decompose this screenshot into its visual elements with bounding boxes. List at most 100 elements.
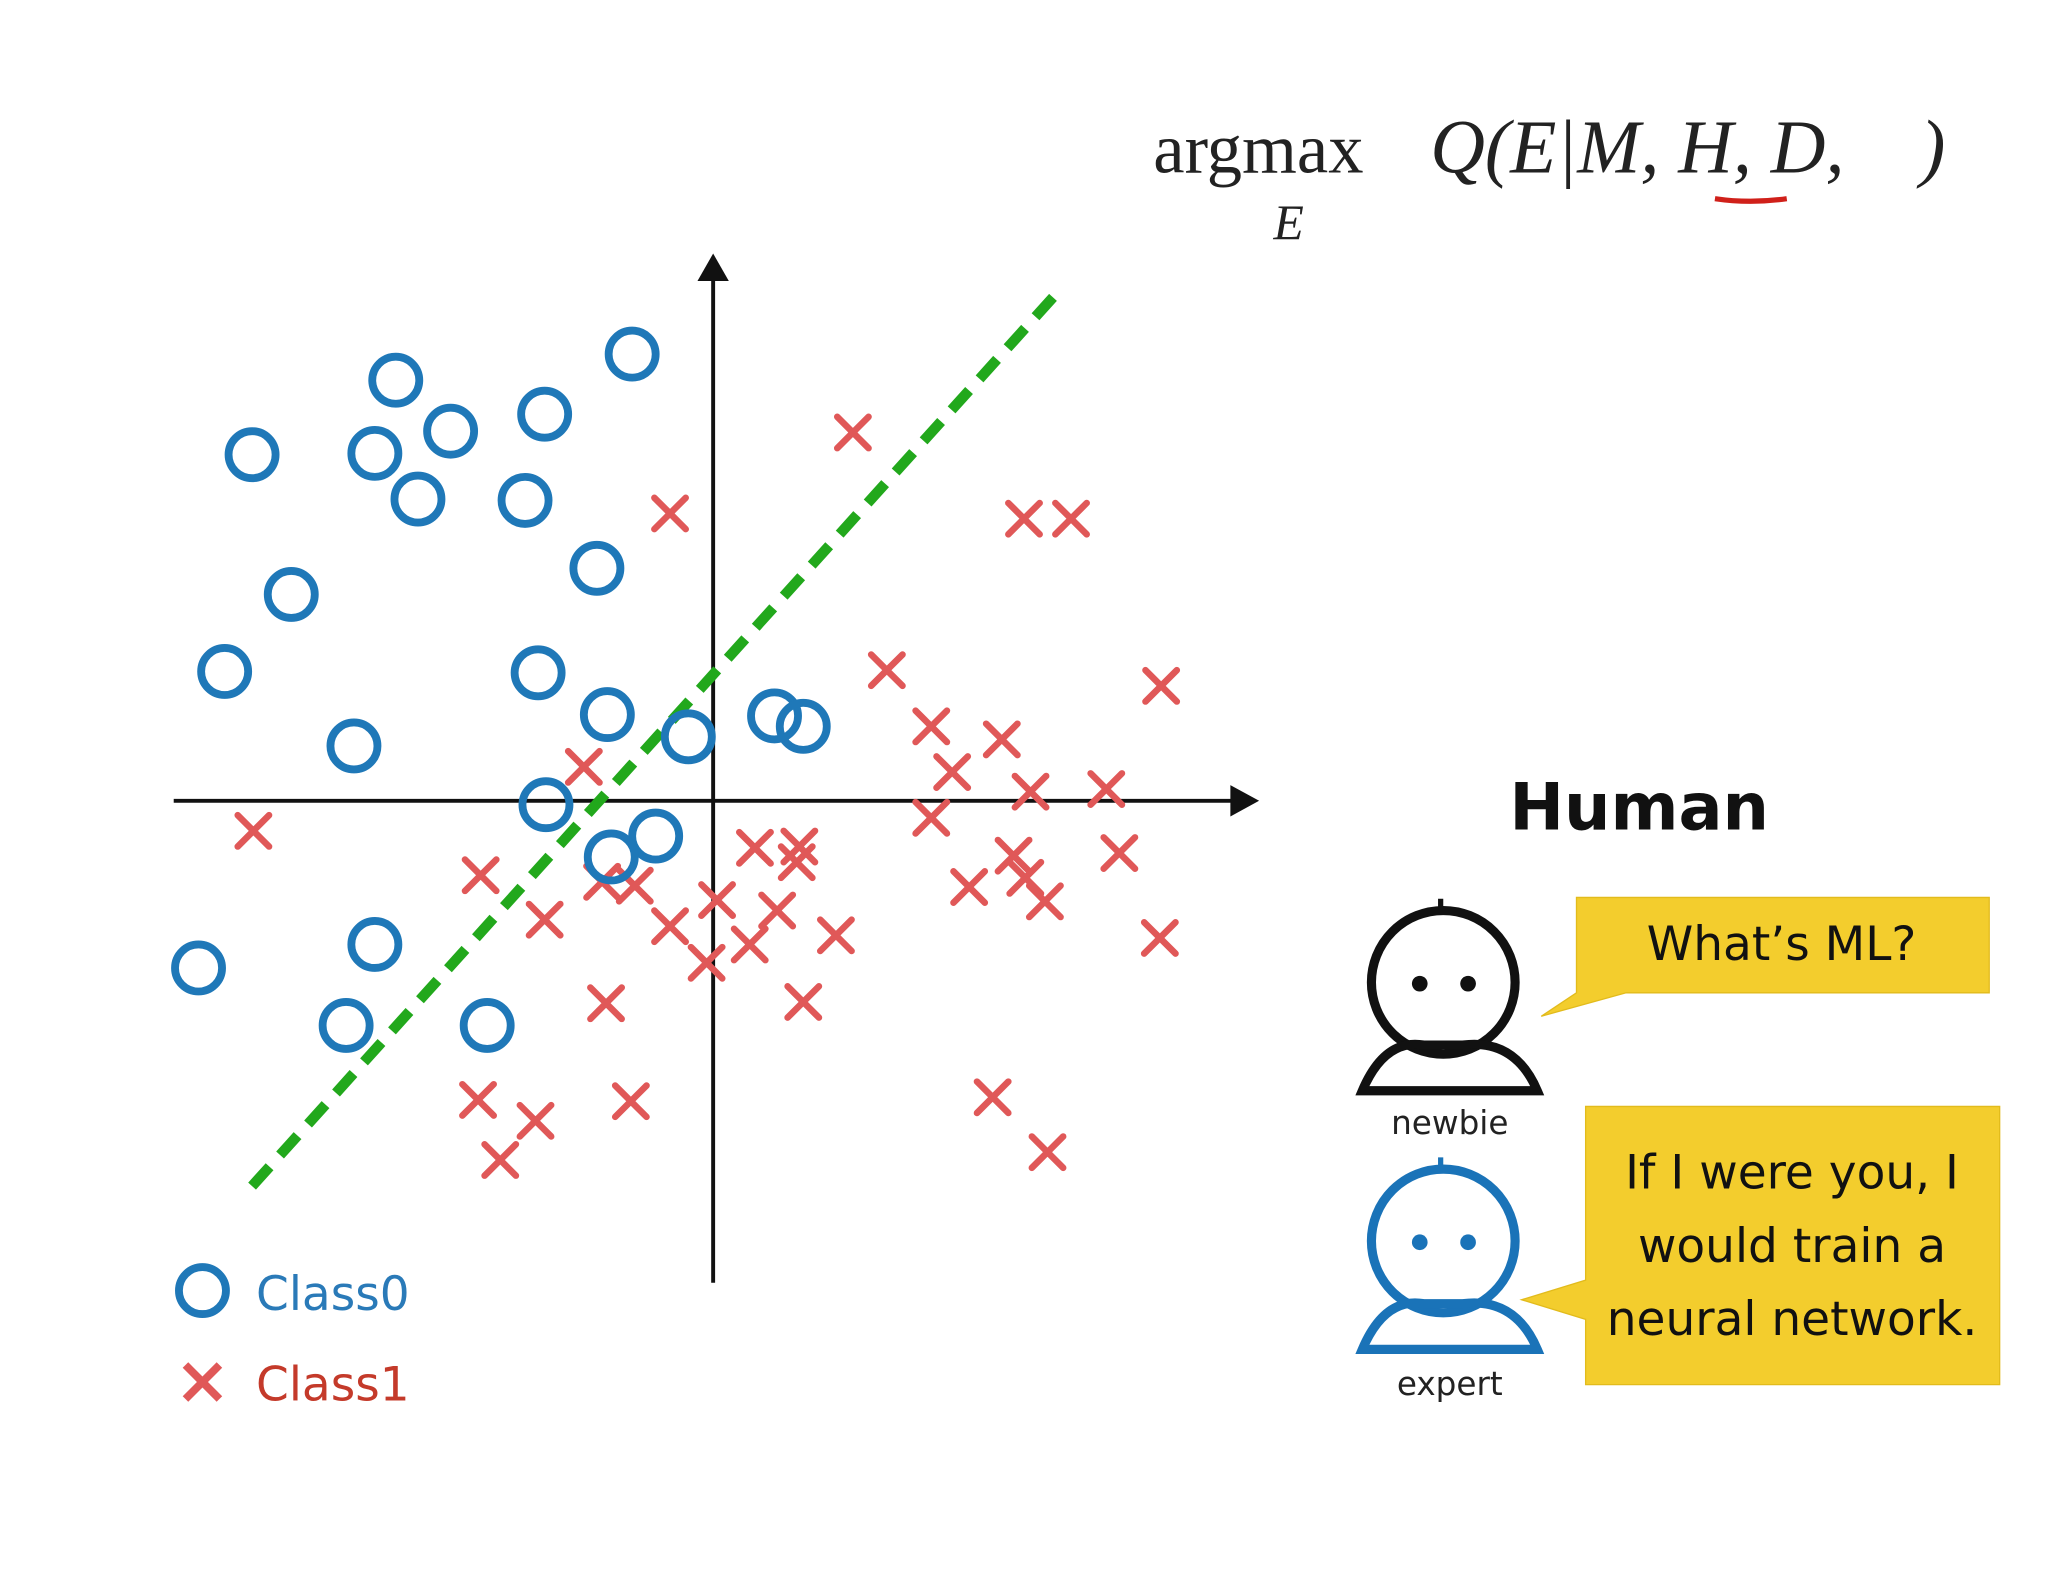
class1-point [651, 907, 689, 946]
decision-boundary [248, 283, 1066, 1190]
cross-stroke [994, 836, 1033, 875]
cross-stroke [735, 828, 774, 867]
class1-point [1028, 1133, 1067, 1172]
class1-point [867, 651, 906, 690]
cross-stroke [816, 916, 855, 955]
class1-point [564, 747, 603, 786]
class0-point [263, 566, 319, 622]
cross-stroke [1025, 882, 1064, 921]
class1-point [1005, 499, 1043, 538]
cross-stroke [651, 494, 689, 533]
cross-stroke [784, 982, 823, 1021]
class0-point [459, 998, 515, 1053]
class0-point [224, 427, 280, 483]
class1-point [973, 1078, 1012, 1117]
class1-point [525, 900, 564, 939]
cross-stroke [1011, 772, 1050, 811]
class1-point [651, 494, 689, 533]
class1-point [1142, 666, 1181, 705]
newbie-speech: What’s ML? [1647, 917, 1917, 972]
class1-point [1087, 770, 1126, 808]
cross-stroke [1142, 666, 1181, 705]
cross-stroke [912, 707, 951, 746]
class1-point [758, 891, 797, 930]
cross-stroke [1100, 834, 1139, 872]
legend-class1: Class1 [256, 1357, 410, 1412]
class1-point [1100, 834, 1139, 872]
class0-point [569, 540, 625, 596]
scatter-plot [171, 253, 1260, 1283]
cross-stroke [933, 753, 972, 791]
class1-point [516, 1101, 555, 1140]
class0-point [171, 940, 226, 996]
class1-point [611, 1082, 650, 1121]
class1-point [816, 916, 855, 955]
class0-point [497, 472, 553, 528]
cross-stroke [950, 868, 989, 906]
highlight-underline [1714, 196, 1788, 204]
legend-marker [175, 1263, 230, 1319]
cross-stroke [1006, 858, 1045, 897]
class1-point [459, 1080, 497, 1119]
cross-stroke [587, 984, 625, 1023]
class1-point [587, 984, 625, 1023]
expert-bubble [1519, 1105, 2001, 1386]
class1-point [730, 925, 769, 964]
class1-point [950, 868, 989, 906]
cross-stroke [758, 891, 797, 930]
cross-stroke [1005, 499, 1043, 538]
formula-operator: argmax [1153, 111, 1363, 189]
legend-class0: Class0 [256, 1267, 410, 1322]
class0-point [347, 425, 403, 481]
cross-stroke [912, 798, 951, 837]
class0-point [326, 718, 382, 774]
cross-stroke [973, 1078, 1012, 1117]
class1-point [784, 982, 823, 1021]
cross-stroke [698, 881, 736, 919]
x-arrow [1230, 785, 1260, 817]
expert-label: expert [1397, 1365, 1503, 1403]
cross-stroke [615, 866, 654, 905]
class1-point [1052, 499, 1090, 538]
cross-stroke [459, 1080, 497, 1119]
class1-point [461, 856, 500, 895]
cross-stroke [1140, 918, 1179, 957]
class0-point [579, 687, 635, 743]
cross-stroke [730, 925, 769, 964]
class0-point [660, 709, 716, 765]
class1-point [481, 1141, 520, 1179]
class1-point [735, 828, 774, 867]
newbie-label: newbie [1391, 1104, 1508, 1142]
cross-stroke [687, 943, 726, 982]
formula-expression: Q(E|M, H, D, ) [1430, 106, 1945, 190]
class0-point [197, 644, 253, 699]
class0-point [518, 777, 574, 833]
cross-stroke [867, 651, 906, 690]
cross-stroke [651, 907, 689, 946]
expert-speech: would train a [1638, 1219, 1946, 1274]
cross-stroke [516, 1101, 555, 1140]
human-title: Human [1509, 770, 1769, 846]
class1-point [833, 413, 872, 452]
cross-stroke [777, 843, 816, 882]
class1-point [912, 707, 951, 746]
y-arrow [697, 253, 729, 281]
class1-point [994, 836, 1033, 875]
cross-stroke [833, 413, 872, 452]
class1-point [1011, 772, 1050, 811]
class0-point [583, 829, 639, 885]
cross-stroke [525, 900, 564, 939]
class0-point [390, 471, 446, 527]
class0-point [628, 808, 684, 864]
class1-point [982, 720, 1021, 759]
class1-point [1140, 918, 1179, 957]
class0-point [423, 403, 479, 459]
class0-point [347, 917, 403, 972]
class0-point [747, 688, 802, 744]
class0-point [517, 386, 573, 442]
cross-stroke [1028, 1133, 1067, 1172]
cross-stroke [611, 1082, 650, 1121]
cross-stroke [1087, 770, 1126, 808]
cross-stroke [234, 811, 273, 850]
